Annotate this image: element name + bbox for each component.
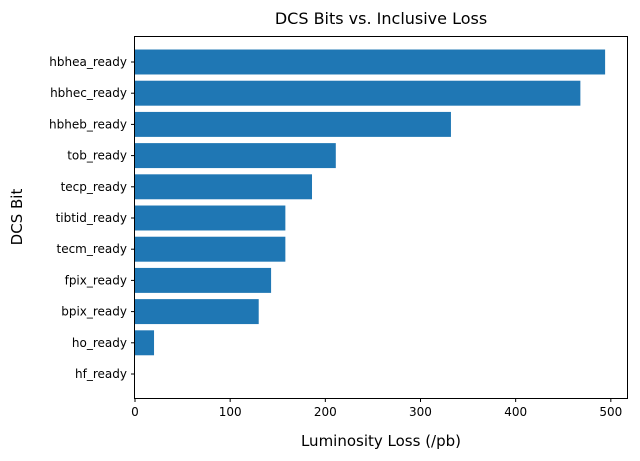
y-tick-label: tecp_ready — [61, 180, 127, 194]
bar-tob_ready — [135, 143, 336, 169]
y-tick-label: bpix_ready — [61, 305, 127, 319]
bars-group — [135, 49, 606, 356]
x-tick-label: 300 — [409, 405, 432, 419]
x-tick-label: 200 — [314, 405, 337, 419]
y-tick-label: tob_ready — [67, 149, 127, 163]
bar-hbhec_ready — [135, 80, 581, 106]
bar-bpix_ready — [135, 299, 259, 325]
y-tick-label: ho_ready — [72, 336, 127, 350]
x-tick-label: 400 — [504, 405, 527, 419]
y-tick-label: hbhec_ready — [50, 86, 127, 100]
x-tick-label: 0 — [131, 405, 139, 419]
y-tick-label: hbhea_ready — [49, 55, 127, 69]
y-tick-label: tecm_ready — [57, 242, 128, 256]
bar-fpix_ready — [135, 267, 272, 293]
x-ticks-group: 0 100 200 300 400 500 — [131, 398, 622, 419]
y-ticks-group: hbhea_ready hbhec_ready hbheb_ready tob_rea… — [49, 55, 135, 381]
y-tick-label: hbheb_ready — [49, 117, 127, 131]
y-axis-label: DCS Bit — [8, 189, 26, 246]
y-tick-label: hf_ready — [75, 367, 127, 381]
bar-tecm_ready — [135, 236, 286, 262]
x-axis-label: Luminosity Loss (/pb) — [301, 432, 461, 450]
bar-hbheb_ready — [135, 111, 451, 137]
y-tick-label: fpix_ready — [65, 273, 127, 287]
bar-tecp_ready — [135, 174, 313, 200]
y-tick-label: tibtid_ready — [56, 211, 127, 225]
chart-title: DCS Bits vs. Inclusive Loss — [275, 9, 487, 28]
bar-hbhea_ready — [135, 49, 606, 75]
bar-ho_ready — [135, 330, 155, 356]
x-tick-label: 100 — [219, 405, 242, 419]
x-tick-label: 500 — [599, 405, 622, 419]
bar-tibtid_ready — [135, 205, 286, 231]
plot-frame — [134, 36, 628, 399]
